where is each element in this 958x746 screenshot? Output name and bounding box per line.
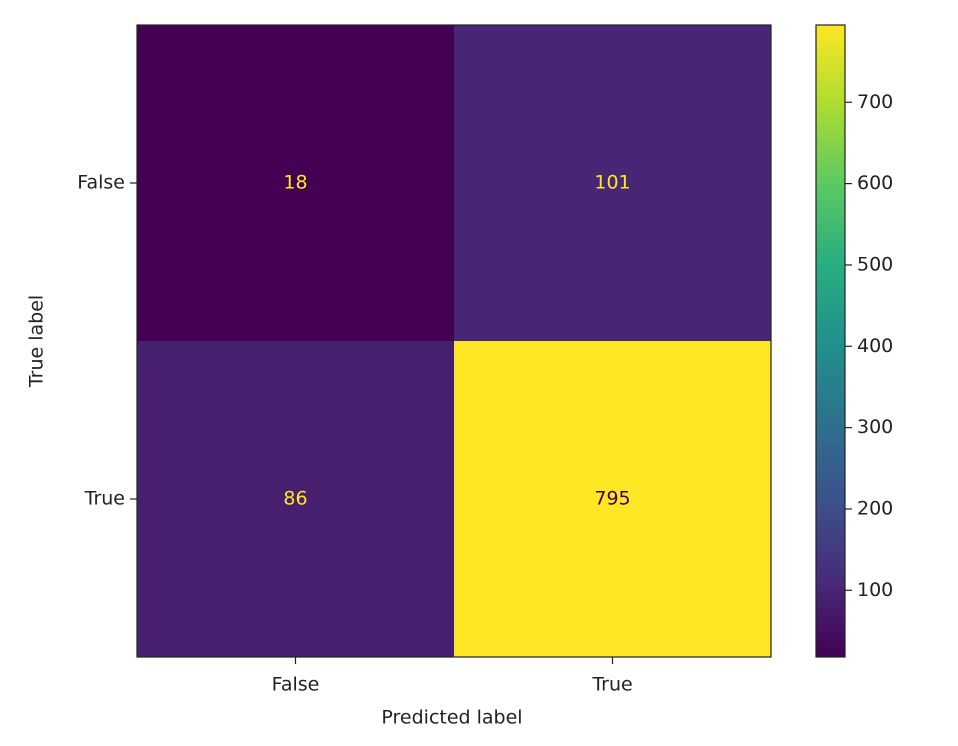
colorbar [815, 24, 846, 658]
heatmap-cell [137, 341, 454, 657]
colorbar-tick-label: 600 [857, 172, 893, 194]
colorbar-tick-label: 200 [857, 497, 893, 519]
y-tick-label: False [77, 172, 125, 194]
x-tick-label: True [591, 674, 632, 696]
cell-label: 795 [594, 488, 630, 510]
colorbar-tick-label: 400 [857, 335, 893, 357]
cell-label: 86 [283, 488, 307, 510]
cell-label: 101 [594, 172, 630, 194]
colorbar-tick-label: 300 [857, 416, 893, 438]
plot-frame [136, 24, 772, 658]
y-tick-label: True [84, 488, 125, 510]
heatmap-cell [137, 25, 454, 341]
colorbar-tick-label: 700 [857, 91, 893, 113]
x-axis-label: Predicted label [381, 707, 522, 729]
cell-label: 18 [283, 172, 307, 194]
heatmap-cell [454, 341, 771, 657]
colorbar-tick-label: 100 [857, 579, 893, 601]
y-axis-label: True label [26, 295, 48, 388]
x-tick-label: False [272, 674, 320, 696]
colorbar-tick-label: 500 [857, 253, 893, 275]
heatmap-cell [454, 25, 771, 341]
